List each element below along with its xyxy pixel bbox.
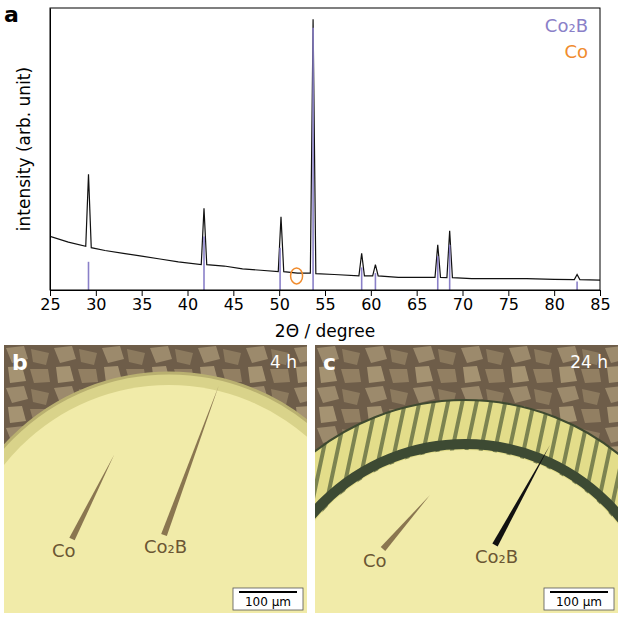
x-axis: 25 30 35 40 45 50 55 60 65 70 75 80 85 xyxy=(40,290,610,314)
x-axis-title: 2Θ / degree xyxy=(275,321,375,341)
scale-bar-box xyxy=(233,588,303,610)
legend: Co₂B Co xyxy=(545,15,588,62)
y-axis-line xyxy=(50,9,51,291)
x-tick: 75 xyxy=(499,290,519,314)
x-tick: 80 xyxy=(544,290,564,314)
xrd-pattern xyxy=(50,19,600,280)
x-tick-label: 45 xyxy=(224,295,244,314)
reference-stick xyxy=(88,262,90,290)
x-tick-label: 50 xyxy=(269,295,289,314)
reference-stick xyxy=(576,282,578,290)
phase-marker xyxy=(291,268,303,284)
x-tick-label: 85 xyxy=(590,295,610,314)
x-tick: 85 xyxy=(590,290,610,314)
cobalt-core xyxy=(4,385,307,613)
scale-bar xyxy=(550,591,608,593)
x-tick-label: 35 xyxy=(132,295,152,314)
boride-layer xyxy=(315,400,618,613)
panel-letter: b xyxy=(12,350,28,375)
x-tick-label: 65 xyxy=(407,295,427,314)
x-tick: 65 xyxy=(407,290,427,314)
legend-entry: Co xyxy=(564,41,588,62)
x-tick: 40 xyxy=(178,290,198,314)
leader xyxy=(69,455,114,540)
scale-bar-box xyxy=(544,588,614,610)
cobalt-core xyxy=(315,450,618,613)
legend-entry: Co₂B xyxy=(545,15,588,36)
x-tick: 60 xyxy=(361,290,381,314)
x-tick-label: 25 xyxy=(40,295,60,314)
leader xyxy=(492,445,550,546)
x-tick-label: 55 xyxy=(315,295,335,314)
x-tick-label: 70 xyxy=(453,295,473,314)
phase-label: Co xyxy=(363,550,387,571)
reference-stick xyxy=(279,248,281,290)
scale-bar xyxy=(239,591,297,593)
reference-stick xyxy=(312,28,314,290)
x-tick: 70 xyxy=(453,290,473,314)
panel-letter: a xyxy=(4,2,19,27)
y-axis-title: intensity (arb. unit) xyxy=(14,67,34,231)
time-label: 24 h xyxy=(570,352,608,372)
micrograph-image xyxy=(315,345,618,613)
leader xyxy=(381,495,430,551)
x-tick-label: 80 xyxy=(544,295,564,314)
x-tick: 50 xyxy=(269,290,289,314)
reference-stick xyxy=(375,273,377,290)
reference-stick xyxy=(203,236,205,290)
phase-label: Co₂B xyxy=(475,546,518,567)
micrograph-image xyxy=(4,345,307,613)
phase-label: Co₂B xyxy=(144,536,187,557)
phase-label: Co xyxy=(52,540,76,561)
x-tick: 55 xyxy=(315,290,335,314)
x-tick-label: 75 xyxy=(499,295,519,314)
scale-bar-label: 100 µm xyxy=(245,595,291,609)
plot-area xyxy=(50,19,600,290)
reference-stick xyxy=(449,245,451,290)
micrograph: Co Co₂B c 24 h 100 µm xyxy=(220,345,622,618)
x-tick-label: 60 xyxy=(361,295,381,314)
reference-stick xyxy=(361,267,363,290)
x-tick: 30 xyxy=(86,290,106,314)
boride-dark-band xyxy=(315,444,618,613)
reference-stick xyxy=(437,256,439,290)
leader xyxy=(161,385,219,536)
x-tick: 25 xyxy=(40,290,60,314)
x-tick: 45 xyxy=(224,290,244,314)
scale-bar-label: 100 µm xyxy=(556,595,602,609)
figure: 25 30 35 40 45 50 55 60 65 70 75 80 85 2Θ / degree int… xyxy=(0,0,622,618)
boride-layer xyxy=(4,373,307,613)
x-tick: 35 xyxy=(132,290,152,314)
x-tick-label: 30 xyxy=(86,295,106,314)
x-tick-label: 40 xyxy=(178,295,198,314)
y-axis xyxy=(50,9,51,291)
time-label: 4 h xyxy=(270,352,297,372)
plot-frame xyxy=(50,8,600,290)
panel-letter: c xyxy=(323,350,336,375)
